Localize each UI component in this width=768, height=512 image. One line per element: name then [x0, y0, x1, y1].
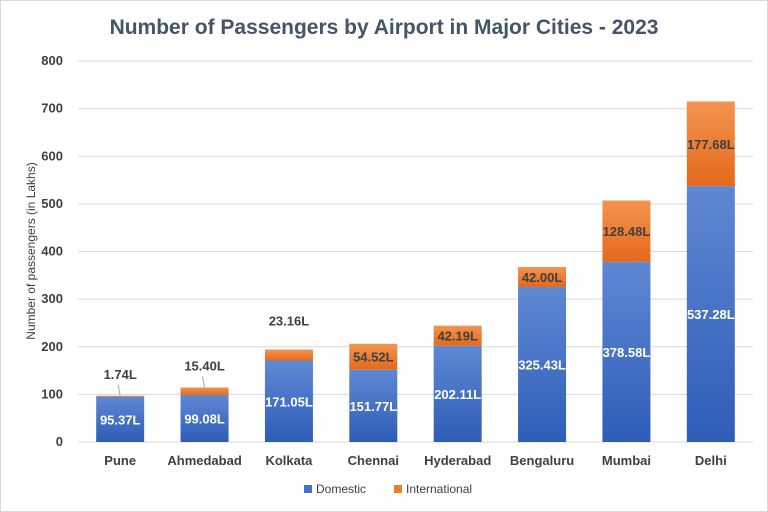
x-tick-label: Delhi — [695, 453, 727, 468]
bar-international[interactable] — [264, 349, 313, 361]
legend-swatch — [394, 485, 402, 493]
x-tick-label: Pune — [104, 453, 136, 468]
data-label: 99.08L — [184, 411, 225, 426]
data-label: 171.05L — [265, 394, 313, 409]
x-tick-label: Ahmedabad — [167, 453, 241, 468]
data-label: 15.40L — [184, 358, 225, 373]
bar-international[interactable] — [686, 101, 735, 187]
bar-domestic[interactable] — [433, 345, 482, 442]
bar-international[interactable] — [96, 395, 145, 397]
bar-domestic[interactable] — [518, 287, 567, 442]
bar-domestic[interactable] — [349, 369, 398, 442]
y-tick-label: 300 — [41, 291, 63, 306]
x-tick-label: Hyderabad — [424, 453, 491, 468]
y-axis-label: Number of passengers (in Lakhs) — [24, 162, 38, 339]
chart-title: Number of Passengers by Airport in Major… — [110, 16, 659, 39]
bar-domestic[interactable] — [180, 394, 229, 442]
bar-domestic[interactable] — [602, 261, 651, 442]
y-tick-label: 200 — [41, 339, 63, 354]
x-tick-label: Mumbai — [602, 453, 651, 468]
y-tick-label: 400 — [41, 244, 63, 259]
y-tick-label: 0 — [56, 434, 63, 449]
data-label: 42.00L — [522, 270, 563, 285]
leader-line — [117, 384, 121, 396]
bar-international[interactable] — [518, 267, 567, 288]
y-tick-label: 600 — [41, 148, 63, 163]
data-label: 537.28L — [687, 307, 735, 322]
legend-label: International — [406, 482, 472, 496]
data-label: 151.77L — [349, 399, 397, 414]
y-tick-label: 100 — [41, 386, 63, 401]
bar-domestic[interactable] — [264, 360, 313, 442]
legend-label: Domestic — [316, 482, 366, 496]
data-label: 378.58L — [603, 345, 651, 360]
data-label: 23.16L — [269, 314, 310, 329]
data-label: 54.52L — [353, 350, 394, 365]
bar-international[interactable] — [349, 343, 398, 370]
y-tick-label: 700 — [41, 101, 63, 116]
x-tick-label: Bengaluru — [510, 453, 574, 468]
data-label: 42.19L — [437, 329, 478, 344]
bar-international[interactable] — [180, 387, 229, 395]
bar-domestic[interactable] — [686, 186, 735, 442]
bar-domestic[interactable] — [96, 396, 145, 442]
data-label: 177.68L — [687, 137, 735, 152]
data-label: 95.37L — [100, 412, 141, 427]
data-label: 202.11L — [434, 387, 481, 402]
bar-international[interactable] — [602, 200, 651, 262]
x-tick-label: Kolkata — [265, 453, 313, 468]
data-label: 1.74L — [104, 367, 137, 382]
x-tick-label: Chennai — [348, 453, 399, 468]
y-tick-label: 800 — [41, 53, 63, 68]
y-tick-label: 500 — [41, 196, 63, 211]
legend-swatch — [304, 485, 312, 493]
leader-line — [202, 376, 206, 388]
bar-international[interactable] — [433, 325, 482, 346]
data-label: 325.43L — [518, 358, 566, 373]
data-label: 128.48L — [603, 224, 651, 239]
